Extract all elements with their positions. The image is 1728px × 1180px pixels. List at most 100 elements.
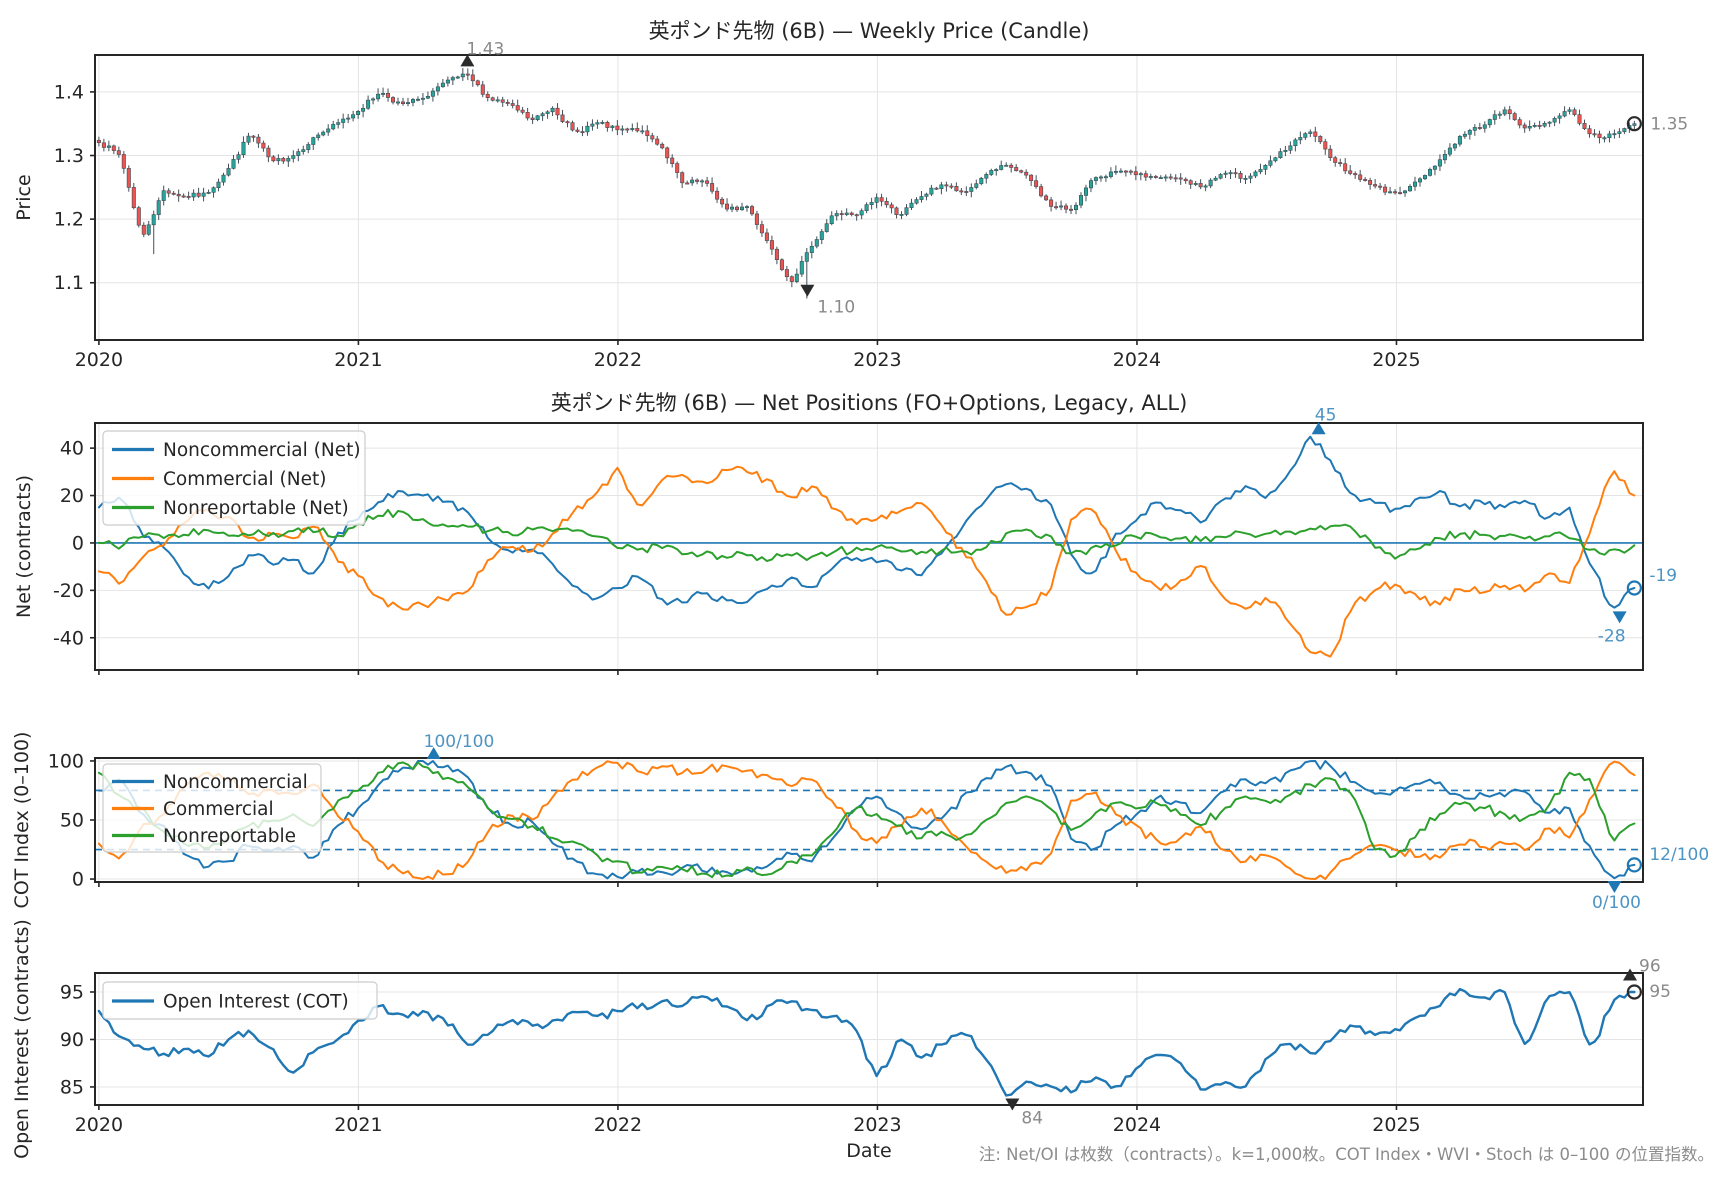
annotation-label-95: 95 [1649, 982, 1671, 1002]
weekly-candles [96, 68, 1637, 299]
axis-ticks [90, 91, 1398, 345]
legend-label: Noncommercial (Net) [163, 440, 361, 461]
annotation-1-35: 1.35 [1626, 115, 1688, 135]
annotation-label-1-10: 1.10 [817, 298, 855, 318]
cot-index-y-axis-label: COT Index (0–100) [11, 732, 33, 909]
y-tick-label: 40 [60, 438, 84, 460]
annotation-1-43: 1.43 [460, 39, 504, 67]
legend-label: Commercial [163, 799, 274, 820]
y-tick-label: 0 [72, 532, 84, 554]
y-tick-label: 1.4 [54, 81, 84, 103]
annotation-label-19: -19 [1649, 566, 1677, 586]
legend-item-open-interest-cot: Open Interest (COT) [112, 992, 349, 1013]
x-tick-label-2020: 2020 [75, 1114, 123, 1136]
triangle-down-marker-icon [1612, 611, 1627, 624]
y-tick-label: 1.3 [54, 145, 84, 167]
legend-item-noncommercial-net: Noncommercial (Net) [112, 440, 361, 461]
annotation-28: -28 [1598, 611, 1627, 646]
triangle-up-marker-icon [1623, 968, 1638, 981]
panel-frame [94, 422, 1644, 671]
y-tick-label: 50 [60, 810, 84, 832]
cot_index-data [97, 760, 1636, 880]
net_positions-panel: -40 -20 0 20 40 Net (contracts) 英ポンド先物 (6B) — … [13, 391, 1677, 675]
axis-ticks [90, 991, 1398, 1110]
y-tick-label: -20 [53, 580, 84, 602]
annotation-label-12-100: 12/100 [1649, 845, 1709, 865]
legend-label: Open Interest (COT) [163, 992, 349, 1013]
legend-item-nonreportable-net: Nonreportable (Net) [112, 498, 349, 519]
last-value-marker-icon [1626, 857, 1642, 873]
last-value-marker-icon [1626, 984, 1642, 1000]
nonreportable-net-line [97, 508, 1636, 562]
net_positions-title: 英ポンド先物 (6B) — Net Positions (FO+Options,… [551, 391, 1188, 415]
x-tick-label-2022: 2022 [594, 1114, 642, 1136]
y-tick-label: 20 [60, 485, 84, 507]
price-data [96, 68, 1637, 299]
triangle-down-marker-icon [1005, 1098, 1020, 1111]
x-tick-label-2021: 2021 [334, 1114, 382, 1136]
nonreportable-line [97, 761, 1636, 879]
annotation-label-84: 84 [1021, 1108, 1043, 1128]
y-tick-label: 85 [60, 1076, 84, 1098]
net_positions-legend: Noncommercial (Net) Commercial (Net) Nonre… [102, 430, 366, 526]
commercial-line [97, 760, 1636, 880]
annotation-label-100-100: 100/100 [424, 732, 495, 752]
y-tick-label: 90 [60, 1029, 84, 1051]
commercial-net-line [97, 465, 1636, 658]
legend-label: Noncommercial [163, 772, 308, 793]
annotation-95: 95 [1626, 982, 1671, 1002]
last-value-marker-icon [1626, 116, 1642, 132]
axis-ticks [90, 760, 1398, 887]
legend-label: Nonreportable [163, 826, 296, 847]
x-axis-label: Date [846, 1140, 891, 1162]
price-y-axis-label: Price [13, 174, 35, 220]
y-tick-label: -40 [53, 627, 84, 649]
x-tick-label-2023: 2023 [853, 1114, 901, 1136]
open_interest-legend: Open Interest (COT) [102, 981, 378, 1020]
grid-lines [95, 55, 1643, 340]
footnote-note: 注: Net/OI は枚数（contracts）。k=1,000枚。COT In… [979, 1145, 1714, 1164]
annotation-label-1-35: 1.35 [1650, 115, 1688, 135]
triangle-up-marker-icon [426, 746, 441, 759]
x-tick-label-2025: 2025 [1372, 349, 1420, 371]
y-tick-label: 100 [48, 750, 84, 772]
annotation-84: 84 [1005, 1098, 1043, 1128]
x-tick-label-2025: 2025 [1372, 1114, 1420, 1136]
annotation-45: 45 [1311, 405, 1337, 435]
annotation-19: -19 [1626, 566, 1677, 596]
price-title: 英ポンド先物 (6B) — Weekly Price (Candle) [649, 19, 1090, 43]
legend-item-commercial-net: Commercial (Net) [112, 469, 326, 490]
cot_index-legend: Noncommercial Commercial Nonreportable [102, 763, 322, 853]
annotation-0-100: 0/100 [1592, 881, 1641, 913]
legend-item-nonreportable: Nonreportable [112, 826, 296, 847]
annotation-label-1-43: 1.43 [466, 39, 504, 59]
x-tick-label-2022: 2022 [594, 349, 642, 371]
triangle-up-marker-icon [1311, 422, 1326, 435]
net-positions-y-axis-label: Net (contracts) [13, 475, 35, 618]
legend-label: Commercial (Net) [163, 469, 326, 490]
annotation-96: 96 [1623, 956, 1661, 981]
x-tick-label-2024: 2024 [1113, 349, 1161, 371]
annotation-label-45: 45 [1315, 405, 1337, 425]
price-panel: 1.1 1.2 1.3 1.4 2020 2021 2022 2023 2024 2025 Pric… [13, 19, 1688, 371]
cot_index-panel: 0 50 100 COT Index (0–100) 100/100 0/100 12/10… [11, 732, 1709, 914]
annotation-label-96: 96 [1639, 956, 1661, 976]
annotation-label-0-100: 0/100 [1592, 893, 1641, 913]
axis-ticks [90, 447, 1398, 675]
legend-label: Nonreportable (Net) [163, 498, 349, 519]
y-tick-label: 95 [60, 981, 84, 1003]
annotation-label-28: -28 [1598, 626, 1626, 646]
legend-item-noncommercial: Noncommercial [112, 772, 308, 793]
y-tick-label: 0 [72, 869, 84, 891]
grid-lines [95, 758, 1643, 882]
triangle-up-marker-icon [460, 54, 475, 67]
legend-item-commercial: Commercial [112, 799, 274, 820]
x-tick-label-2021: 2021 [334, 349, 382, 371]
open_interest-data [97, 987, 1636, 1097]
last-value-marker-icon [1626, 580, 1642, 596]
y-tick-label: 1.1 [54, 272, 84, 294]
x-tick-label-2020: 2020 [75, 349, 123, 371]
triangle-down-marker-icon [1607, 881, 1622, 894]
